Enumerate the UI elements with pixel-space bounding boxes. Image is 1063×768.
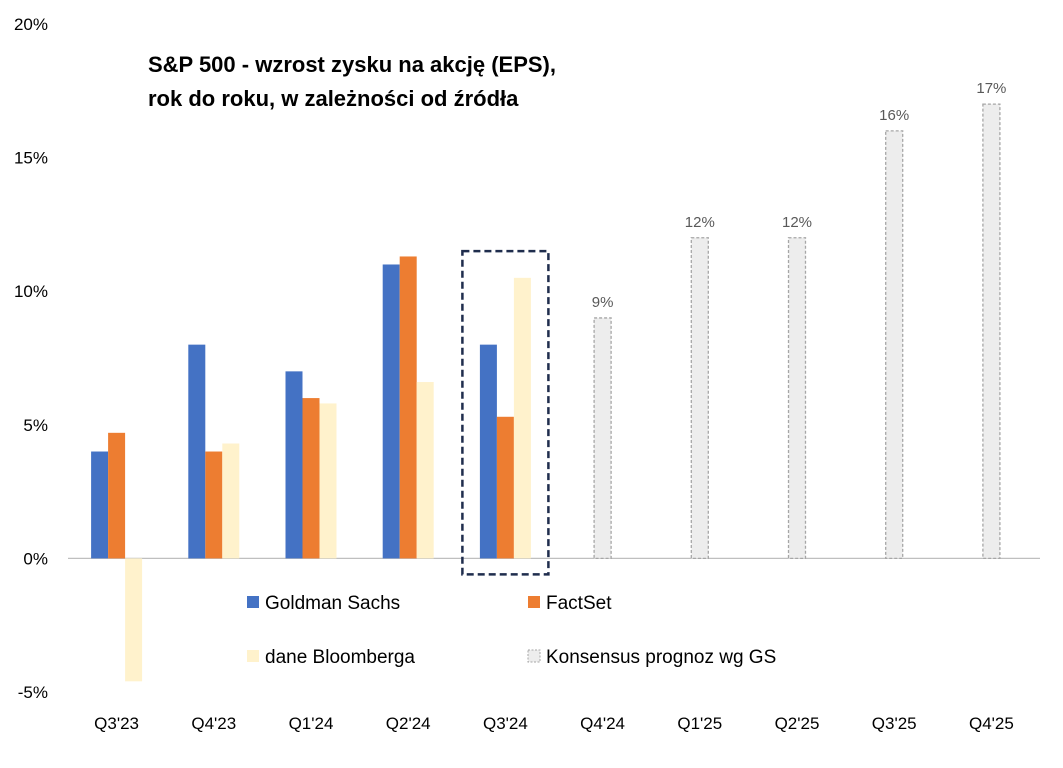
legend-swatch xyxy=(528,596,540,608)
x-tick-label: Q1'25 xyxy=(677,714,722,733)
bar-factset-4 xyxy=(496,416,514,559)
bar-konsensus-prognoz-wg-gs-6 xyxy=(690,237,709,560)
bar-konsensus-prognoz-wg-gs-8 xyxy=(885,130,904,560)
legend-label: Goldman Sachs xyxy=(265,593,400,614)
bar-dane-bloomberga-0 xyxy=(125,558,143,682)
y-tick-label: 10% xyxy=(14,282,48,301)
bar-factset-1 xyxy=(205,451,223,559)
x-tick-label: Q3'23 xyxy=(94,714,139,733)
legend-label: FactSet xyxy=(546,593,612,614)
bar-goldman-sachs-2 xyxy=(285,371,303,559)
bar-dane-bloomberga-4 xyxy=(513,277,531,559)
highlight-box xyxy=(461,249,550,576)
bar-konsensus-prognoz-wg-gs-7 xyxy=(787,237,807,560)
y-tick-label: -5% xyxy=(18,683,48,702)
bar-konsensus-prognoz-wg-gs-5 xyxy=(593,317,612,560)
legend-swatch xyxy=(247,650,259,662)
bar-goldman-sachs-4 xyxy=(479,344,497,559)
y-tick-label: 20% xyxy=(14,15,48,34)
x-tick-label: Q3'25 xyxy=(872,714,917,733)
data-label: 9% xyxy=(592,294,614,311)
legend-swatch xyxy=(527,649,541,663)
legend-swatch xyxy=(247,596,259,608)
y-tick-label: 5% xyxy=(23,416,48,435)
bar-factset-2 xyxy=(302,398,320,559)
bar-factset-3 xyxy=(399,256,417,559)
bar-goldman-sachs-3 xyxy=(382,264,400,559)
legend-label: Konsensus prognoz wg GS xyxy=(546,647,776,668)
x-tick-label: Q4'23 xyxy=(191,714,236,733)
bar-dane-bloomberga-1 xyxy=(222,443,240,559)
chart-title-line-2: rok do roku, w zależności od źródła xyxy=(148,86,519,111)
x-tick-label: Q2'24 xyxy=(386,714,431,733)
data-label: 12% xyxy=(782,214,812,231)
chart-title-line-1: S&P 500 - wzrost zysku na akcję (EPS), xyxy=(148,52,556,77)
y-tick-label: 0% xyxy=(23,549,48,568)
x-tick-label: Q3'24 xyxy=(483,714,528,733)
bar-dane-bloomberga-2 xyxy=(319,403,337,559)
bar-dane-bloomberga-3 xyxy=(416,382,434,559)
data-label: 17% xyxy=(976,80,1006,97)
x-tick-label: Q1'24 xyxy=(289,714,334,733)
data-label: 16% xyxy=(879,107,909,124)
bar-goldman-sachs-1 xyxy=(188,344,206,559)
x-tick-label: Q4'25 xyxy=(969,714,1014,733)
y-tick-label: 15% xyxy=(14,149,48,168)
bar-goldman-sachs-0 xyxy=(91,451,109,559)
data-label: 12% xyxy=(685,214,715,231)
legend-label: dane Bloomberga xyxy=(265,647,415,668)
bar-factset-0 xyxy=(108,432,126,559)
x-tick-label: Q4'24 xyxy=(580,714,625,733)
bar-konsensus-prognoz-wg-gs-9 xyxy=(982,103,1001,560)
x-tick-label: Q2'25 xyxy=(775,714,820,733)
